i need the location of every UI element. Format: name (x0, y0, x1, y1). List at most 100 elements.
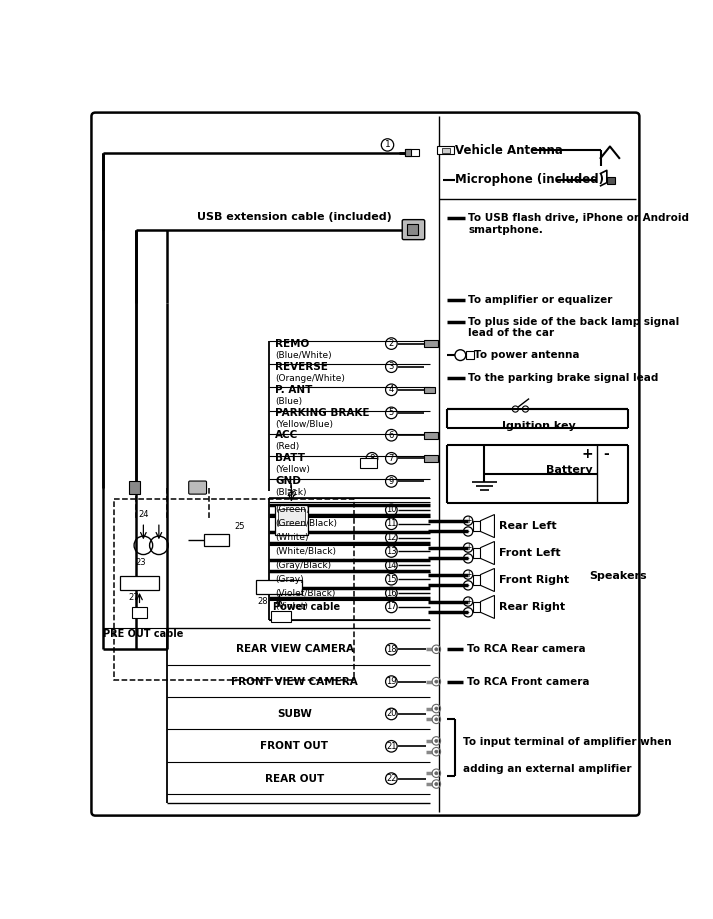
Text: REMO: REMO (275, 338, 309, 348)
Text: 20: 20 (386, 709, 396, 719)
Circle shape (435, 707, 438, 710)
Text: 1: 1 (384, 141, 391, 150)
Text: -: - (467, 527, 469, 536)
Text: 15: 15 (386, 574, 396, 584)
Text: P. ANT: P. ANT (275, 385, 312, 395)
Circle shape (435, 718, 438, 720)
Polygon shape (481, 569, 494, 592)
Text: 11: 11 (386, 519, 396, 528)
Text: (Green/Black): (Green/Black) (275, 519, 337, 528)
Bar (132, 607, 148, 618)
Text: (Blue): (Blue) (275, 397, 302, 406)
Bar (437, 146, 454, 154)
Bar (607, 176, 615, 184)
Bar (405, 149, 411, 156)
Text: 7: 7 (389, 454, 394, 463)
Text: PARKING BRAKE: PARKING BRAKE (275, 408, 369, 418)
Bar (424, 455, 438, 461)
Text: (Black): (Black) (275, 489, 307, 497)
Text: (Orange/White): (Orange/White) (275, 374, 345, 382)
Text: 25: 25 (235, 522, 245, 530)
Text: To amplifier or equalizer: To amplifier or equalizer (468, 296, 612, 305)
Text: adding an external amplifier: adding an external amplifier (463, 764, 631, 774)
Text: To plus side of the back lamp signal: To plus side of the back lamp signal (468, 317, 679, 327)
Bar (405, 149, 419, 156)
Text: REAR OUT: REAR OUT (265, 774, 324, 784)
Circle shape (435, 740, 438, 743)
Bar (360, 459, 377, 468)
Bar (466, 351, 473, 359)
Text: (Gray): (Gray) (275, 574, 304, 584)
Text: Rear Left: Rear Left (499, 521, 557, 531)
Text: (Gray/Black): (Gray/Black) (275, 561, 332, 570)
Bar (473, 548, 481, 559)
Text: 6: 6 (389, 431, 394, 439)
Text: Front Right: Front Right (499, 575, 569, 585)
Text: +: + (465, 516, 471, 525)
Text: Ignition key: Ignition key (502, 421, 575, 431)
Bar (278, 509, 304, 525)
Text: 8: 8 (369, 454, 375, 463)
Bar (271, 611, 291, 622)
FancyBboxPatch shape (189, 481, 207, 494)
Text: FRONT OUT: FRONT OUT (260, 742, 329, 752)
Text: 18: 18 (386, 645, 396, 653)
Text: (White/Black): (White/Black) (275, 547, 336, 556)
Bar (120, 576, 159, 590)
Circle shape (435, 648, 438, 651)
Text: 21: 21 (386, 742, 396, 751)
Bar (424, 387, 435, 392)
Polygon shape (481, 541, 494, 564)
Circle shape (435, 750, 438, 754)
Bar (442, 148, 449, 153)
FancyBboxPatch shape (402, 220, 425, 240)
Text: 14: 14 (386, 561, 396, 570)
Bar (407, 224, 418, 235)
Text: (Violet): (Violet) (275, 603, 308, 611)
Text: (Red): (Red) (275, 442, 299, 451)
Text: 9: 9 (389, 477, 394, 486)
Text: 16: 16 (386, 588, 396, 597)
Text: 13: 13 (386, 547, 396, 556)
Text: Vehicle Antenna: Vehicle Antenna (455, 143, 563, 157)
Bar (473, 602, 481, 612)
Bar (256, 580, 302, 594)
Text: Power cable: Power cable (272, 602, 339, 611)
Text: -: - (467, 554, 469, 563)
Text: +: + (465, 597, 471, 606)
Bar (473, 574, 481, 585)
Text: 4: 4 (389, 385, 394, 394)
Text: (Yellow): (Yellow) (275, 465, 310, 474)
Text: +: + (465, 543, 471, 552)
Text: -: - (467, 581, 469, 590)
Bar (275, 505, 308, 536)
Polygon shape (481, 515, 494, 538)
Text: smartphone.: smartphone. (468, 224, 543, 234)
Text: Battery: Battery (546, 465, 593, 475)
Text: REAR VIEW CAMERA: REAR VIEW CAMERA (235, 644, 354, 654)
FancyBboxPatch shape (91, 113, 640, 815)
Text: To input terminal of amplifier when: To input terminal of amplifier when (463, 737, 672, 746)
Text: 23: 23 (135, 558, 145, 567)
Text: To RCA Rear camera: To RCA Rear camera (466, 644, 585, 654)
Text: 22: 22 (386, 774, 396, 783)
Text: 2: 2 (389, 339, 394, 348)
Text: -: - (467, 607, 469, 617)
Circle shape (435, 680, 438, 683)
Text: GND: GND (275, 476, 301, 486)
Text: -: - (603, 448, 609, 461)
Text: Microphone (included): Microphone (included) (455, 173, 604, 186)
Text: 28: 28 (257, 597, 268, 606)
Text: To USB flash drive, iPhone or Android: To USB flash drive, iPhone or Android (468, 213, 689, 223)
Circle shape (435, 782, 438, 786)
Circle shape (435, 772, 438, 775)
Text: +: + (582, 448, 593, 461)
Text: (White): (White) (275, 533, 309, 542)
Text: FRONT VIEW CAMERA: FRONT VIEW CAMERA (231, 676, 358, 686)
Text: To power antenna: To power antenna (474, 350, 580, 360)
Bar (473, 521, 481, 531)
Text: BATT: BATT (275, 453, 305, 463)
Polygon shape (481, 596, 494, 618)
Text: Speakers: Speakers (589, 571, 647, 581)
Text: 10: 10 (386, 505, 396, 515)
